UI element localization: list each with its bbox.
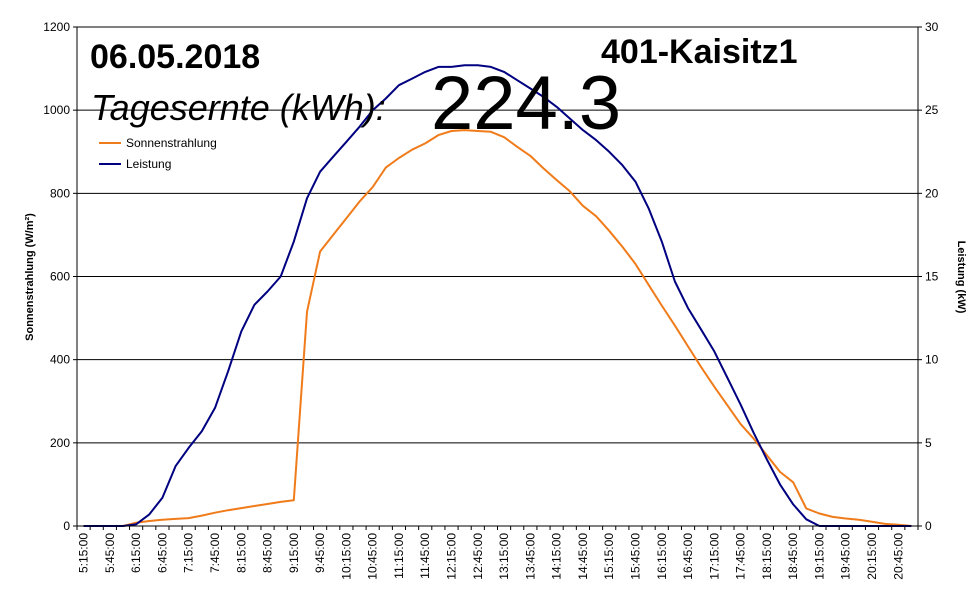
x-tick-label: 11:15:00: [392, 533, 406, 579]
right-tick-label: 30: [925, 20, 939, 34]
x-tick-label: 7:45:00: [208, 533, 222, 573]
x-tick-label: 10:15:00: [339, 533, 353, 580]
x-tick-label: 5:15:00: [77, 533, 91, 573]
x-tick-label: 5:45:00: [103, 533, 117, 573]
right-tick-label: 10: [925, 353, 939, 367]
right-tick-label: 5: [925, 436, 932, 450]
legend-label-sonnenstrahlung: Sonnenstrahlung: [126, 136, 217, 150]
station-label: 401-Kaisitz1: [601, 33, 798, 71]
x-tick-label: 18:15:00: [760, 533, 774, 580]
x-tick-label: 12:15:00: [445, 533, 459, 580]
left-tick-label: 600: [50, 270, 70, 284]
series-line-sonnenstrahlung: [83, 129, 912, 527]
legend: Sonnenstrahlung Leistung: [99, 136, 217, 171]
harvest-label: Tagesernte (kWh):: [91, 87, 386, 128]
x-tick-label: 19:15:00: [812, 533, 826, 580]
x-tick-label: 17:15:00: [707, 533, 721, 580]
left-tick-label: 1000: [43, 103, 70, 117]
x-tick-label: 19:45:00: [839, 533, 853, 580]
x-tick-label: 18:45:00: [786, 533, 800, 580]
harvest-value: 224.3: [431, 61, 621, 146]
gridlines: [77, 109, 918, 444]
x-tick-label: 6:45:00: [155, 533, 169, 573]
series-line-leistung: [83, 64, 912, 527]
x-tick-label: 20:15:00: [865, 533, 879, 580]
x-tick-label: 14:15:00: [550, 533, 564, 580]
right-axis-title: Leistung (kW): [955, 241, 967, 314]
x-tick-label: 13:45:00: [523, 533, 537, 580]
left-tick-label: 0: [63, 519, 70, 533]
x-tick-label: 14:45:00: [576, 533, 590, 580]
series-group: [83, 64, 912, 527]
left-axis-title: Sonnenstrahlung (W/m²): [24, 213, 36, 341]
x-tick-label: 15:15:00: [602, 533, 616, 580]
plot-frame: [76, 26, 919, 527]
x-tick-label: 17:45:00: [734, 533, 748, 580]
x-tick-label: 8:45:00: [261, 533, 275, 573]
x-axis-ticks: 5:15:00 5:45:00 6:15:00 6:45:00 7:15:00 7:45:…: [76, 526, 919, 580]
x-tick-label: 16:45:00: [681, 533, 695, 580]
right-axis-ticks: 0 5 10 15 20 25 30: [918, 20, 939, 533]
left-tick-label: 200: [50, 436, 70, 450]
x-tick-label: 12:45:00: [471, 533, 485, 580]
right-tick-label: 25: [925, 103, 939, 117]
x-tick-label: 15:45:00: [628, 533, 642, 580]
date-label: 06.05.2018: [90, 38, 260, 76]
x-tick-label: 9:45:00: [313, 533, 327, 573]
x-tick-label: 16:15:00: [655, 533, 669, 580]
left-axis-ticks: 0 200 400 600 800 1000 1200: [43, 20, 77, 533]
legend-label-leistung: Leistung: [126, 157, 171, 171]
right-tick-label: 20: [925, 186, 939, 200]
left-tick-label: 400: [50, 353, 70, 367]
x-tick-label: 11:45:00: [418, 533, 432, 579]
right-tick-label: 15: [925, 270, 939, 284]
x-tick-label: 8:15:00: [234, 533, 248, 573]
left-tick-label: 1200: [43, 20, 70, 34]
x-tick-label: 20:45:00: [891, 533, 905, 580]
x-tick-label: 13:15:00: [497, 533, 511, 580]
x-tick-label: 10:45:00: [366, 533, 380, 580]
x-tick-label: 6:15:00: [129, 533, 143, 573]
x-tick-label: 7:15:00: [182, 533, 196, 573]
x-tick-label: 9:15:00: [287, 533, 301, 573]
right-tick-label: 0: [925, 519, 932, 533]
left-tick-label: 800: [50, 186, 70, 200]
